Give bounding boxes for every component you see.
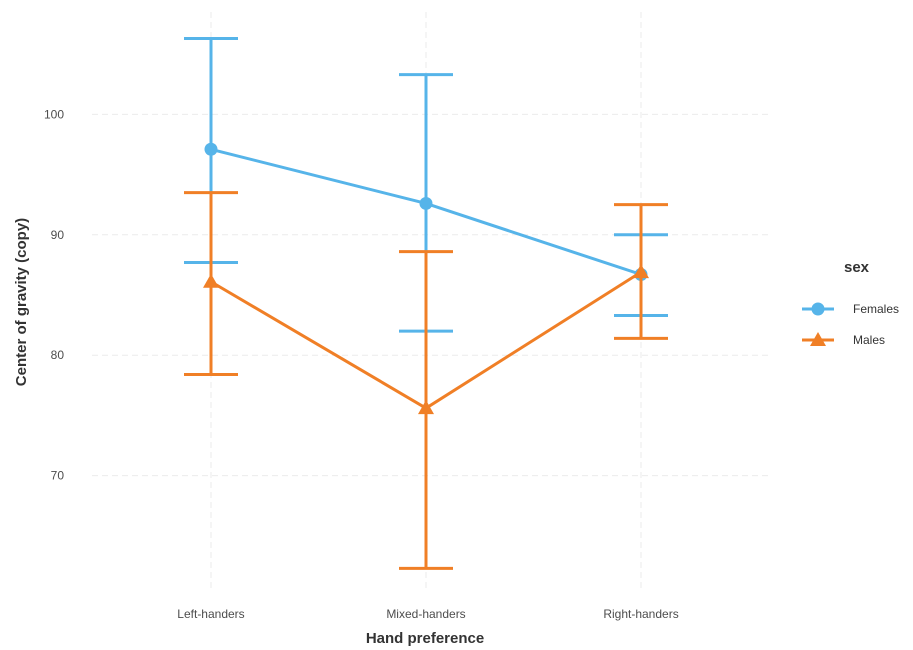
y-tick-label: 80 — [51, 348, 65, 362]
grid — [92, 12, 770, 590]
legend-item-males: Males — [802, 332, 885, 347]
y-tick-label: 70 — [51, 469, 65, 483]
data-point — [204, 142, 218, 156]
y-axis-title: Center of gravity (copy) — [13, 218, 30, 386]
data-point — [203, 273, 219, 288]
legend-label: Females — [853, 302, 899, 316]
series-males — [184, 191, 668, 570]
x-tick-label: Left-handers — [177, 607, 244, 621]
x-tick-label: Mixed-handers — [386, 607, 465, 621]
axes: Hand preference Center of gravity (copy)… — [13, 107, 679, 647]
series-layer — [184, 36, 668, 570]
x-axis-title: Hand preference — [366, 630, 484, 647]
legend-label: Males — [853, 333, 885, 347]
legend-marker — [811, 302, 825, 316]
y-tick-label: 100 — [44, 107, 64, 121]
data-point — [633, 264, 649, 279]
legend-item-females: Females — [802, 302, 899, 316]
y-tick-label: 90 — [51, 228, 65, 242]
legend: sex Females Males — [802, 259, 899, 347]
data-point — [418, 400, 434, 415]
legend-title: sex — [844, 259, 870, 276]
x-tick-label: Right-handers — [603, 607, 678, 621]
legend-marker — [810, 332, 826, 346]
data-point — [419, 196, 433, 210]
